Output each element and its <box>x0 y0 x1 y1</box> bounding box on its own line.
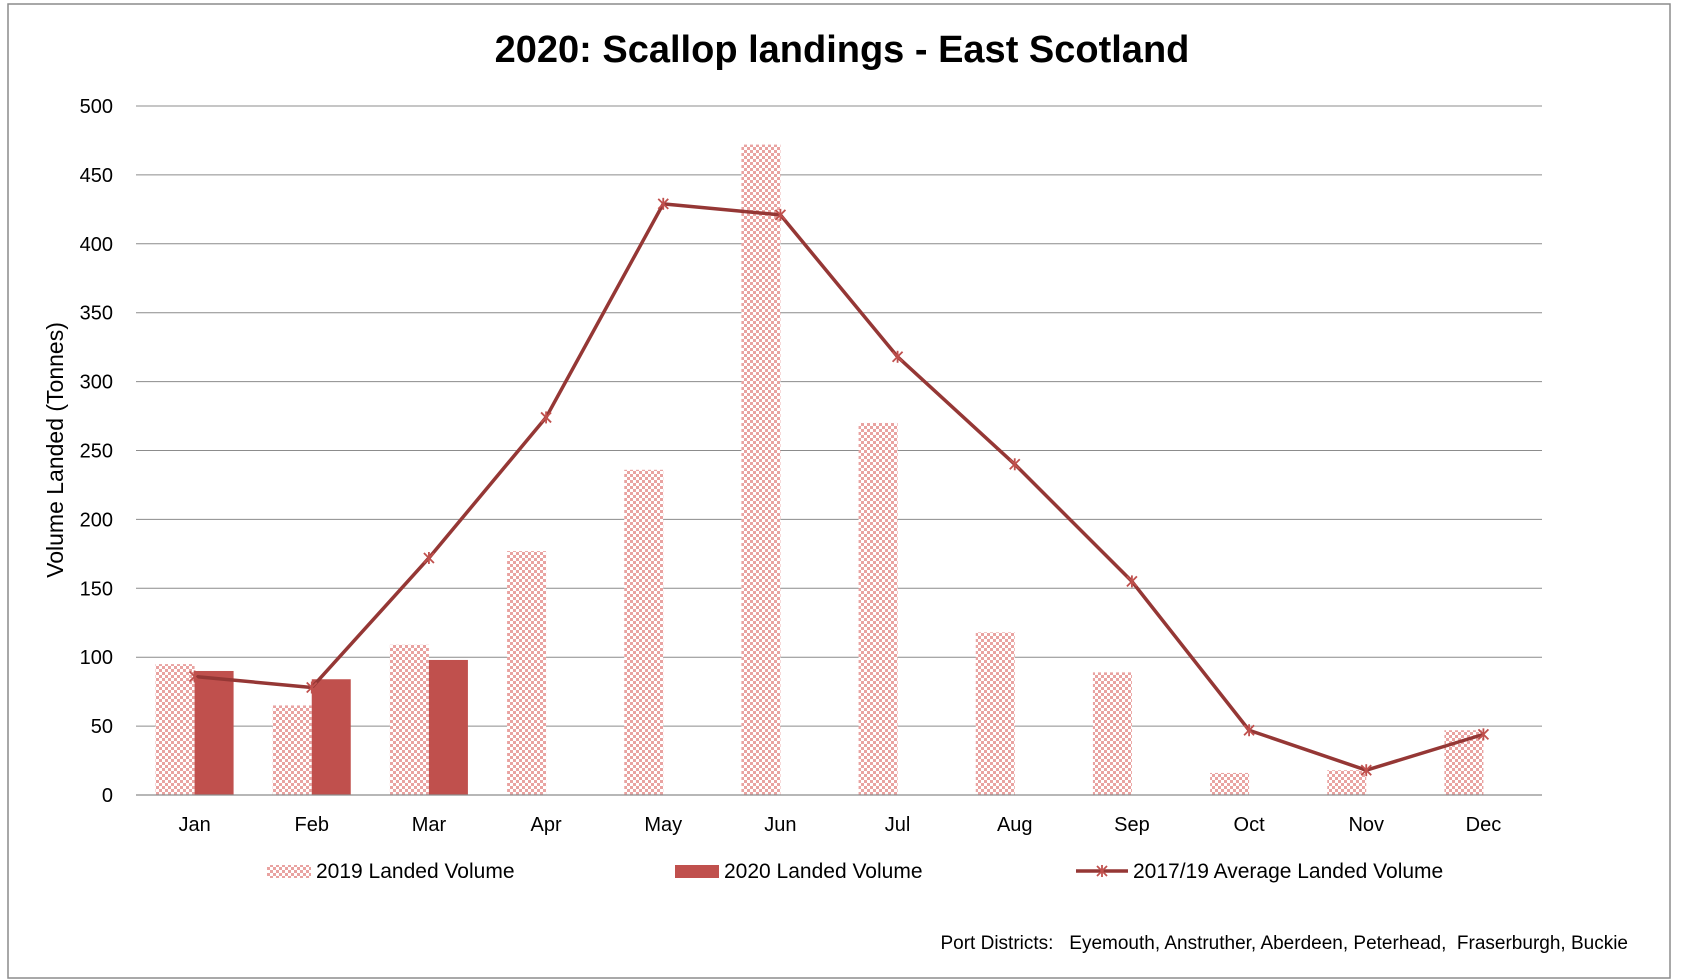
average-point-mar <box>423 551 435 564</box>
x-tick-label: Mar <box>412 814 447 836</box>
bar-2019-mar <box>389 644 429 795</box>
x-axis-ticks: Jan Feb Mar Apr May Jun Jul Aug Sep Oct Nov Dec <box>178 814 1501 836</box>
y-tick-label: 500 <box>80 96 113 118</box>
bar-2019-feb <box>272 705 312 795</box>
bar-2019-jan <box>155 664 195 795</box>
bar-2020-jan <box>194 670 234 795</box>
y-axis-ticks: 0 50 100 150 200 250 300 350 400 450 500 <box>80 96 113 807</box>
y-tick-label: 400 <box>80 234 113 256</box>
legend-marker-average <box>1096 865 1108 877</box>
average-point-sep <box>1126 575 1138 588</box>
chart-title: 2020: Scallop landings - East Scotland <box>495 29 1190 71</box>
legend-item-average: 2017/19 Average Landed Volume <box>1076 860 1443 883</box>
bars <box>155 144 1484 796</box>
legend-label-average: 2017/19 Average Landed Volume <box>1133 860 1443 883</box>
legend-item-2020: 2020 Landed Volume <box>675 860 923 883</box>
x-tick-label: Apr <box>531 814 562 836</box>
bar-2019-jul <box>858 422 898 795</box>
bar-2020-feb <box>311 679 351 795</box>
x-tick-label: Aug <box>997 814 1033 836</box>
bar-2019-may <box>624 469 664 795</box>
average-point-dec <box>1477 728 1490 741</box>
legend-label-2019: 2019 Landed Volume <box>316 860 515 883</box>
x-tick-label: Oct <box>1234 814 1266 836</box>
bar-2019-jun <box>741 144 781 796</box>
legend: 2019 Landed Volume 2020 Landed Volume 2017… <box>267 860 1443 883</box>
y-tick-label: 200 <box>80 509 113 531</box>
y-tick-label: 350 <box>80 303 113 325</box>
average-point-jan <box>188 670 201 683</box>
bar-2019-nov <box>1327 770 1367 795</box>
average-point-apr <box>540 411 552 424</box>
y-tick-label: 250 <box>80 441 113 463</box>
x-tick-label: Sep <box>1114 814 1150 836</box>
legend-item-2019: 2019 Landed Volume <box>267 860 515 883</box>
average-point-may <box>657 197 669 210</box>
y-axis-title: Volume Landed (Tonnes) <box>42 322 68 578</box>
x-tick-label: Jun <box>764 814 796 836</box>
x-tick-label: Jan <box>178 814 210 836</box>
legend-label-2020: 2020 Landed Volume <box>724 860 923 883</box>
bar-2019-aug <box>975 632 1015 795</box>
y-tick-label: 150 <box>80 578 113 600</box>
average-point-jul <box>891 350 904 363</box>
x-tick-label: Nov <box>1348 814 1384 836</box>
average-point-oct <box>1243 724 1255 737</box>
y-tick-label: 50 <box>91 716 113 738</box>
bar-2019-apr <box>507 551 547 795</box>
bar-2020-mar <box>428 659 468 795</box>
average-line-path <box>194 202 1484 772</box>
y-tick-label: 0 <box>102 785 113 807</box>
y-tick-label: 300 <box>80 372 113 394</box>
average-line <box>188 197 1490 777</box>
x-tick-label: May <box>644 814 682 836</box>
gridlines <box>136 105 1542 727</box>
average-point-feb <box>306 681 318 694</box>
x-tick-label: Dec <box>1466 814 1502 836</box>
x-tick-label: Feb <box>295 814 329 836</box>
bar-2019-sep <box>1092 672 1132 795</box>
y-tick-label: 450 <box>80 165 113 187</box>
average-point-aug <box>1009 458 1021 471</box>
average-point-nov <box>1360 764 1372 777</box>
bar-2019-oct <box>1210 772 1250 795</box>
x-tick-label: Jul <box>885 814 911 836</box>
y-tick-label: 100 <box>80 647 113 669</box>
chart-border <box>7 3 1671 979</box>
footnote-port-districts: Port Districts: Eyemouth, Anstruther, Ab… <box>940 933 1628 954</box>
average-point-jun <box>774 208 787 221</box>
